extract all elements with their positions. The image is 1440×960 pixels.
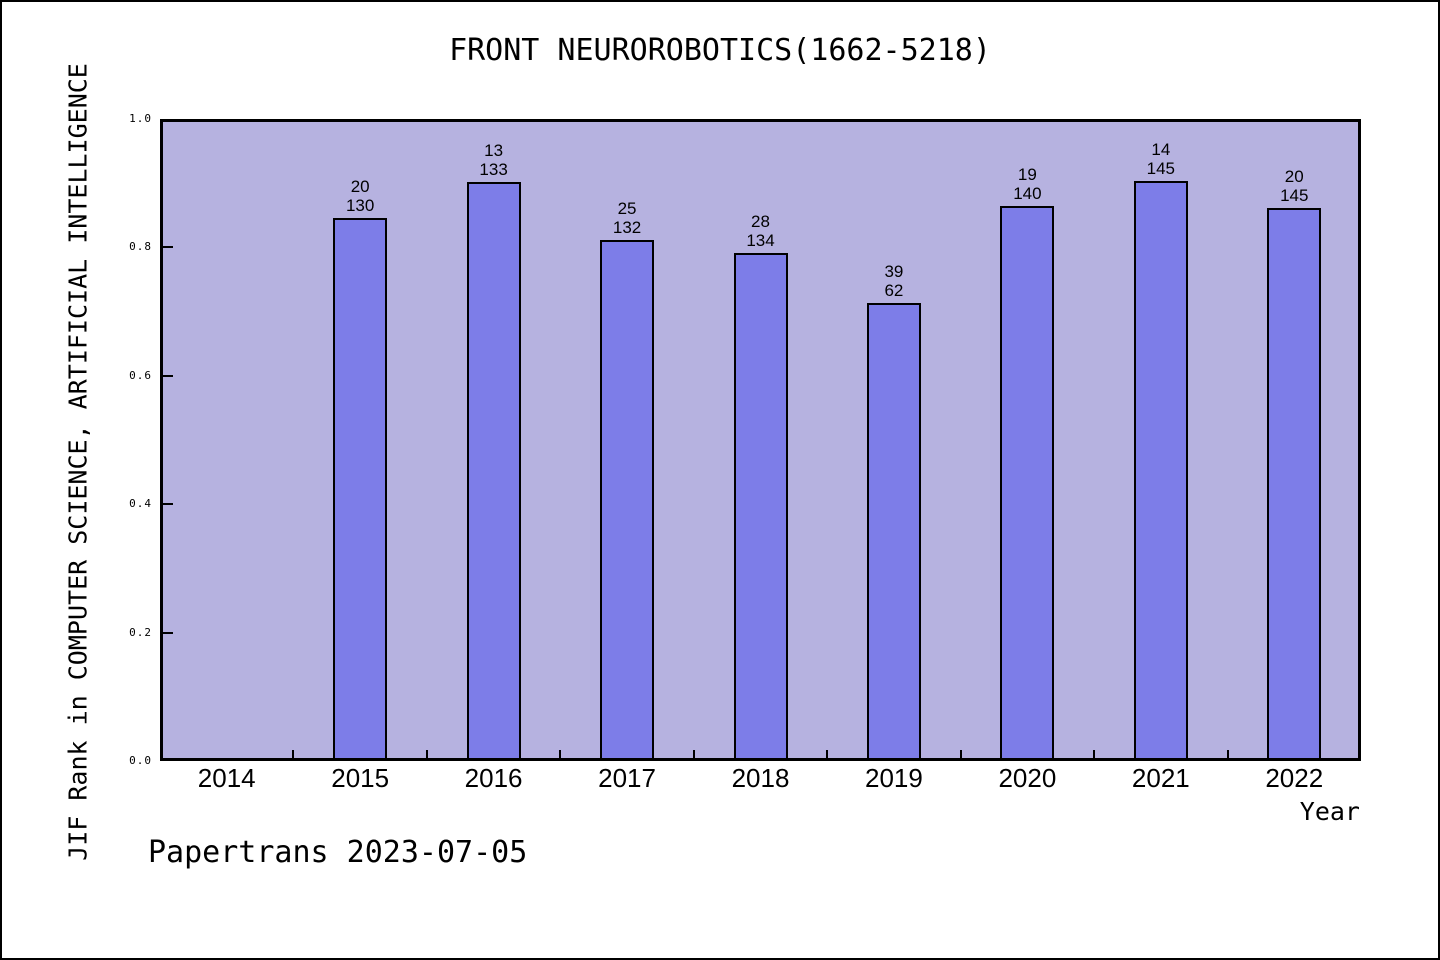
bar-label-2015: 20 130 (300, 177, 420, 215)
bar-label-2022: 20 145 (1234, 167, 1354, 205)
bar-label-2019: 39 62 (834, 262, 954, 300)
chart-title: FRONT NEUROROBOTICS(1662-5218) (449, 33, 991, 68)
bar-total-value: 145 (1280, 186, 1309, 205)
plot-area: 20 130 13 133 25 132 28 134 39 62 19 140 14 145 20 145 (160, 119, 1361, 761)
y-axis-tick-mark (160, 246, 173, 249)
bar-label-2021: 14 145 (1101, 140, 1221, 178)
bar-2018 (733, 253, 788, 761)
bar-rank-value: 20 (350, 177, 370, 196)
x-axis-tick-label-2020: 2020 (998, 763, 1057, 793)
x-axis-tick-mark (1226, 750, 1229, 761)
bar-total-value: 130 (345, 196, 375, 215)
y-axis-tick-label-0.0: 0.0 (129, 754, 152, 767)
x-axis-tick-mark (1093, 750, 1096, 761)
bar-2020 (1000, 206, 1055, 761)
bar-total-value: 134 (746, 231, 775, 250)
bar-rank-value: 28 (751, 212, 770, 231)
bar-rank-value: 39 (884, 262, 904, 281)
y-axis-tick-label-0.8: 0.8 (129, 240, 152, 254)
y-axis-tick-label-0.6: 0.6 (129, 368, 152, 382)
bar-label-2017: 25 132 (567, 199, 687, 237)
x-axis-tick-label-2015: 2015 (331, 763, 390, 793)
bar-2015 (333, 218, 388, 761)
bar-total-value: 132 (612, 218, 642, 237)
x-axis-tick-mark (826, 750, 829, 761)
bar-label-2016: 13 133 (434, 141, 554, 179)
y-axis-tick-label-0.2: 0.2 (129, 625, 152, 639)
x-axis-tick-label-2014: 2014 (197, 763, 256, 793)
x-axis-tick-label-2018: 2018 (731, 763, 790, 793)
bar-label-2020: 19 140 (967, 165, 1087, 203)
bar-total-value: 145 (1146, 159, 1176, 178)
y-axis-tick-mark (160, 119, 173, 121)
y-axis-tick-label-1.0: 1.0 (129, 112, 152, 125)
x-axis-tick-label-2021: 2021 (1131, 763, 1190, 793)
x-axis-tick-mark (425, 750, 428, 761)
bar-2017 (600, 240, 655, 761)
bar-rank-value: 25 (617, 199, 637, 218)
x-axis-title: Year (1299, 797, 1360, 826)
x-axis-tick-label-2016: 2016 (464, 763, 523, 793)
x-axis-tick-mark (292, 750, 295, 761)
bar-total-value: 62 (884, 281, 904, 300)
bar-total-value: 133 (479, 160, 508, 179)
bar-2019 (866, 303, 921, 761)
y-axis-tick-mark (160, 631, 173, 634)
footer-text: Papertrans 2023-07-05 (148, 835, 528, 870)
y-axis-title: JIF Rank in COMPUTER SCIENCE, ARTIFICIAL… (63, 63, 93, 861)
bar-label-2018: 28 134 (701, 212, 821, 250)
bar-rank-value: 19 (1017, 165, 1037, 184)
y-axis-tick-label-0.4: 0.4 (129, 497, 152, 511)
x-axis-tick-label-2022: 2022 (1265, 763, 1324, 793)
y-axis-tick-mark (160, 759, 173, 761)
bar-rank-value: 20 (1284, 167, 1304, 186)
x-axis-tick-mark (559, 750, 562, 761)
y-axis-tick-mark (160, 374, 173, 377)
bar-2022 (1267, 208, 1322, 761)
x-axis-tick-label-2017: 2017 (598, 763, 656, 793)
bar-2021 (1133, 181, 1188, 761)
y-axis-tick-mark (160, 503, 173, 506)
x-axis-tick-mark (959, 750, 962, 761)
bar-rank-value: 13 (484, 141, 504, 160)
bar-total-value: 140 (1013, 184, 1042, 203)
bar-2016 (466, 182, 521, 761)
bar-rank-value: 14 (1151, 140, 1171, 159)
x-axis-tick-label-2019: 2019 (865, 763, 923, 793)
x-axis-tick-mark (692, 750, 695, 761)
